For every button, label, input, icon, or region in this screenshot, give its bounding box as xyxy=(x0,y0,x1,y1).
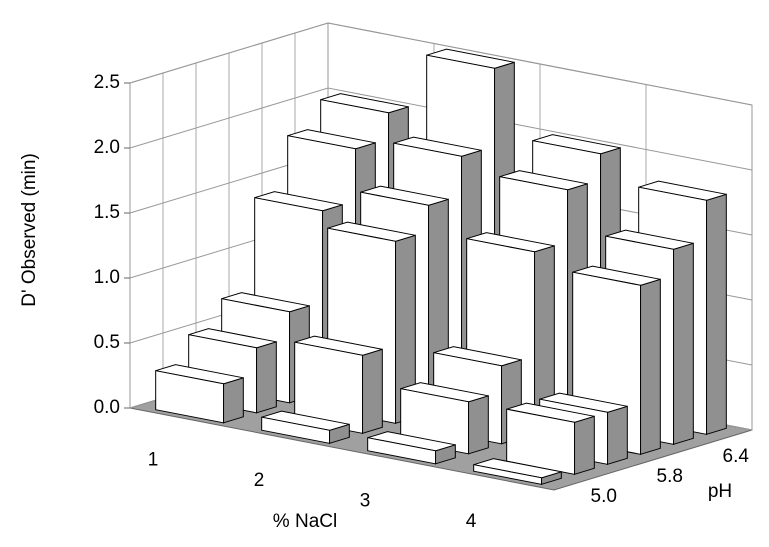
bar-side xyxy=(706,193,727,435)
bar-side xyxy=(223,377,244,424)
bar-side xyxy=(256,341,277,414)
bar xyxy=(261,410,350,444)
x-tick-label: 4 xyxy=(466,511,477,532)
y-axis-title: D' Observed (min) xyxy=(19,153,40,307)
x-axis-title: % NaCl xyxy=(273,511,337,532)
bar-side xyxy=(468,395,489,455)
y-tick-label: 2.5 xyxy=(94,72,120,93)
bar xyxy=(155,364,244,424)
bar-side xyxy=(640,278,661,455)
bar-front xyxy=(261,416,331,444)
bar xyxy=(473,458,562,485)
bar-side xyxy=(362,348,383,434)
y-tick-label: 0.0 xyxy=(94,397,120,418)
y-tick-label: 2.0 xyxy=(94,137,120,158)
bar-front xyxy=(155,370,225,424)
grid-line xyxy=(129,87,753,171)
y-tick-label: 0.5 xyxy=(94,332,120,353)
depth-axis-title: pH xyxy=(708,481,732,502)
bar xyxy=(506,402,595,475)
x-tick-label: 2 xyxy=(254,470,265,491)
bar-front xyxy=(473,464,543,485)
y-tick-label: 1.5 xyxy=(94,202,120,223)
bar xyxy=(367,431,456,465)
x-tick-label: 3 xyxy=(360,490,371,511)
bar-side xyxy=(673,242,694,445)
bar xyxy=(294,335,383,434)
depth-tick-label: 5.0 xyxy=(591,486,617,507)
bar-side xyxy=(607,405,628,465)
depth-tick-label: 5.8 xyxy=(657,466,683,487)
depth-tick-label: 6.4 xyxy=(723,446,750,467)
grid-line xyxy=(129,22,753,106)
bar-side xyxy=(574,415,595,475)
y-tick-label: 1.0 xyxy=(94,267,120,288)
x-tick-label: 1 xyxy=(148,449,159,470)
bar-front xyxy=(367,437,437,465)
